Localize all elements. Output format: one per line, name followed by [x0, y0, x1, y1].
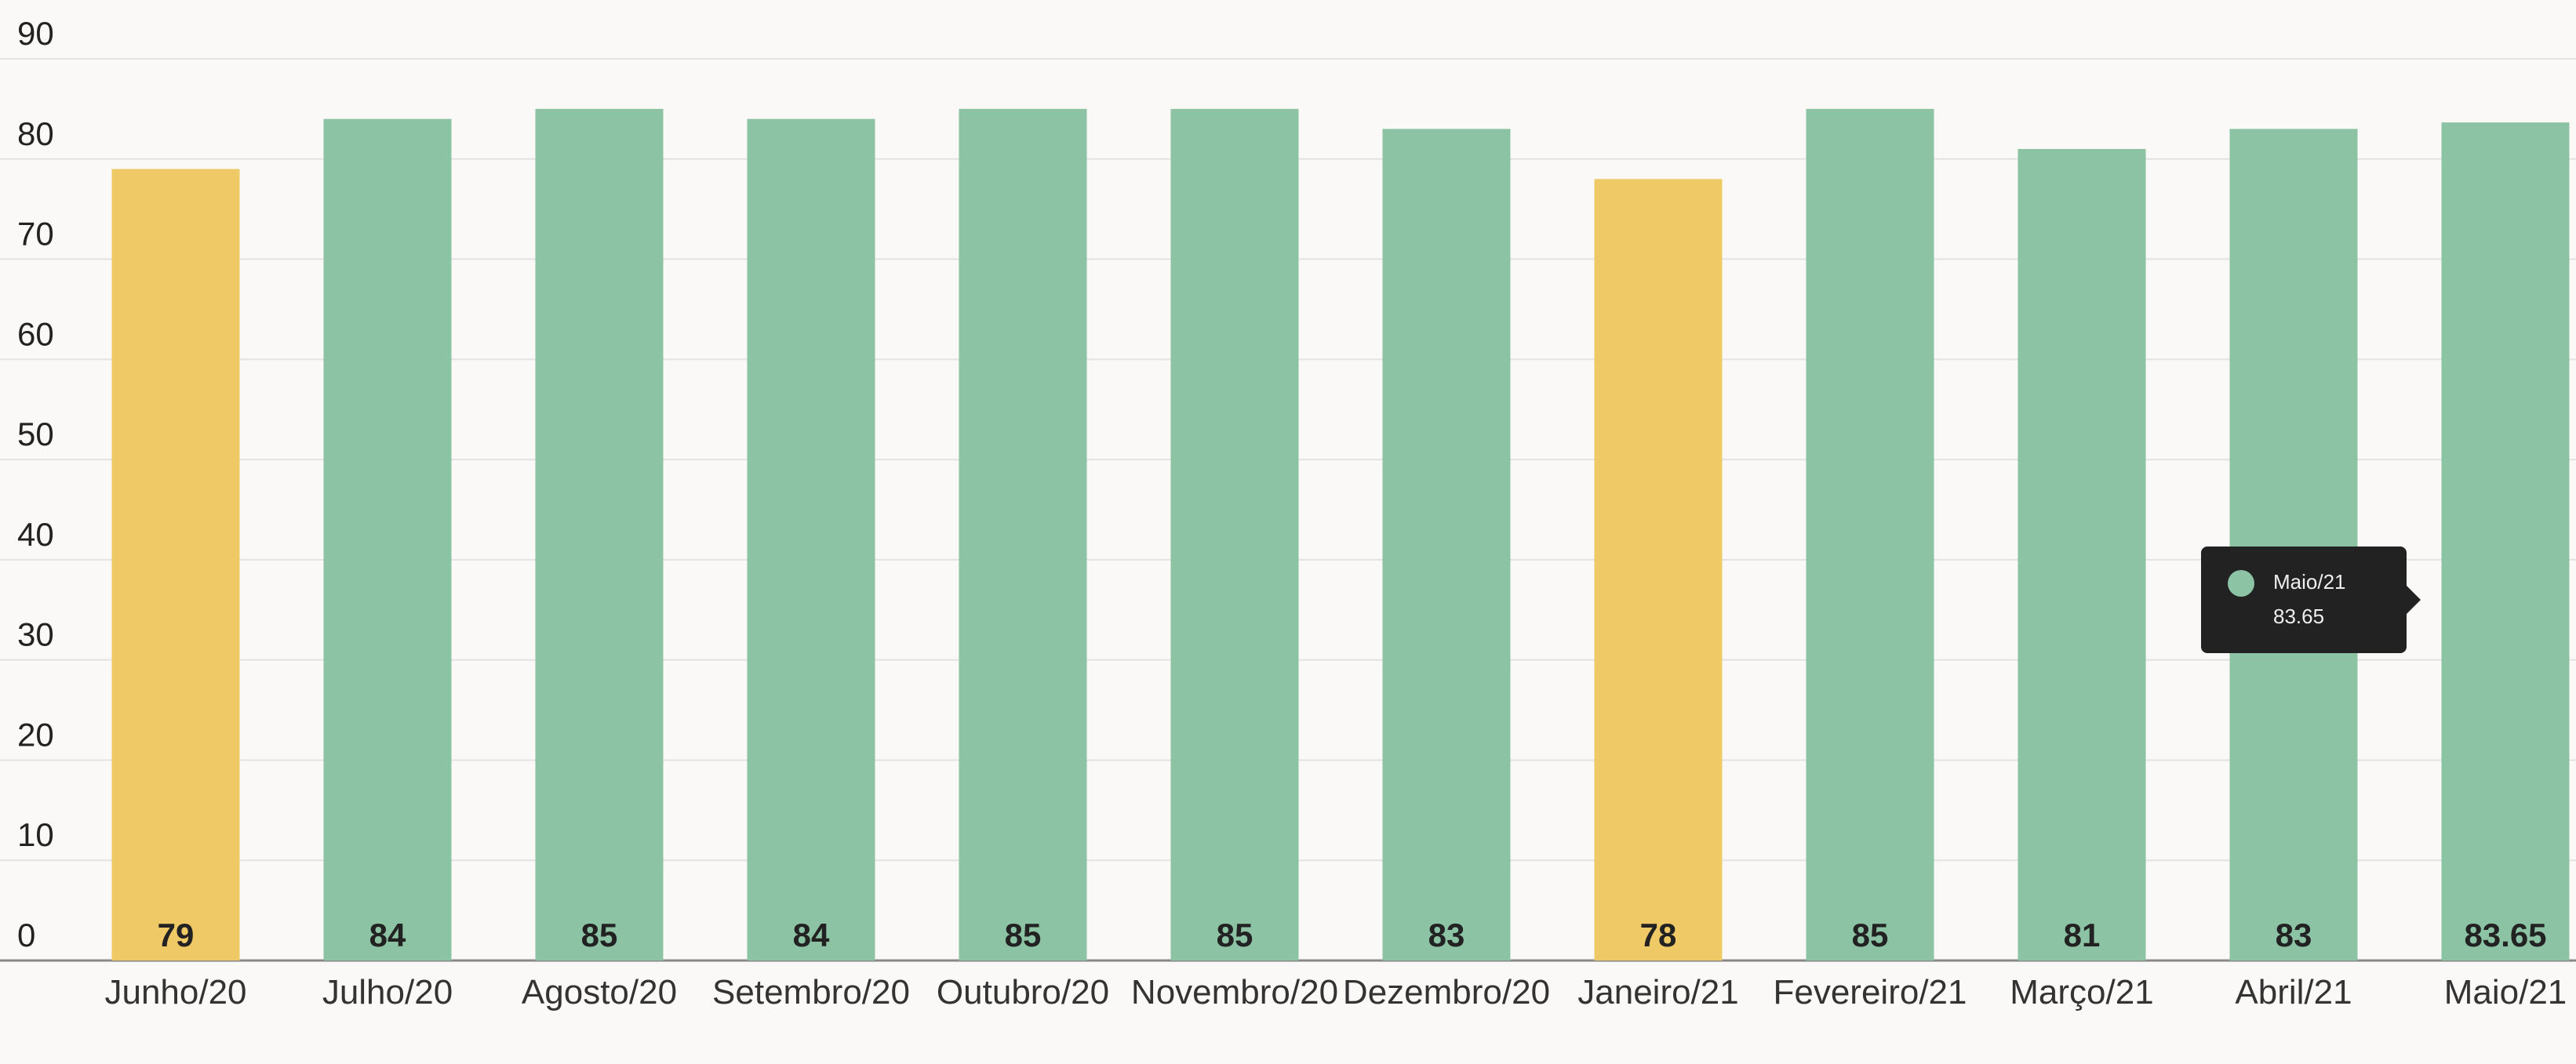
bar	[324, 119, 452, 961]
x-tick-label: Abril/21	[2188, 972, 2400, 1013]
value-label: 79	[158, 917, 195, 953]
y-tick-label: 90	[17, 15, 54, 52]
x-tick-label: Julho/20	[282, 972, 493, 1013]
x-tick-label: Janeiro/21	[1552, 972, 1764, 1013]
bar	[536, 109, 664, 961]
y-tick-label: 30	[17, 616, 54, 653]
x-tick-label: Maio/21	[2400, 972, 2576, 1013]
y-tick-label: 50	[17, 416, 54, 452]
x-tick-label: Dezembro/20	[1341, 972, 1552, 1013]
x-tick-label: Outubro/20	[917, 972, 1129, 1013]
bar	[1383, 129, 1511, 961]
y-tick-label: 70	[17, 216, 54, 252]
value-label: 85	[581, 917, 618, 953]
bar	[1595, 179, 1723, 961]
x-tick-label: Agosto/20	[493, 972, 705, 1013]
bar	[1171, 109, 1299, 961]
x-tick-label: Setembro/20	[705, 972, 917, 1013]
bar	[2442, 122, 2570, 961]
y-tick-label: 10	[17, 816, 54, 853]
value-label: 84	[793, 917, 830, 953]
x-tick-label: Março/21	[1976, 972, 2188, 1013]
tooltip: Maio/21 83.65	[2201, 547, 2407, 653]
bar	[748, 119, 875, 961]
value-label: 85	[1852, 917, 1889, 953]
bar	[2230, 129, 2358, 961]
value-label: 85	[1217, 917, 1253, 953]
y-tick-label: 20	[17, 716, 54, 753]
value-label: 81	[2064, 917, 2101, 953]
bar	[2018, 149, 2146, 961]
bar	[1806, 109, 1934, 961]
y-tick-label: 60	[17, 315, 54, 352]
y-tick-label: 0	[17, 917, 35, 953]
tooltip-swatch	[2228, 570, 2254, 597]
value-label: 84	[369, 917, 406, 953]
chart-page: 0 10 20 30 40 50 60 70 80 90 79 84 85 84 85 85 83 78 85 81 8…	[0, 0, 2576, 1064]
value-label: 83.65	[2464, 917, 2546, 953]
y-tick-label: 80	[17, 115, 54, 152]
value-label: 83	[1428, 917, 1465, 953]
x-tick-label: Fevereiro/21	[1764, 972, 1976, 1013]
chart: 0 10 20 30 40 50 60 70 80 90 79 84 85 84 85 85 83 78 85 81 8…	[0, 0, 2576, 1064]
tooltip-category: Maio/21	[2273, 570, 2346, 594]
value-label: 83	[2276, 917, 2312, 953]
x-tick-label: Junho/20	[70, 972, 282, 1013]
tooltip-arrow	[2407, 586, 2421, 614]
value-label: 85	[1005, 917, 1042, 953]
bar	[112, 169, 240, 961]
bar	[959, 109, 1087, 961]
tooltip-value: 83.65	[2273, 605, 2324, 629]
x-tick-label: Novembro/20	[1129, 972, 1341, 1013]
value-label: 78	[1640, 917, 1677, 953]
y-tick-label: 40	[17, 516, 54, 553]
